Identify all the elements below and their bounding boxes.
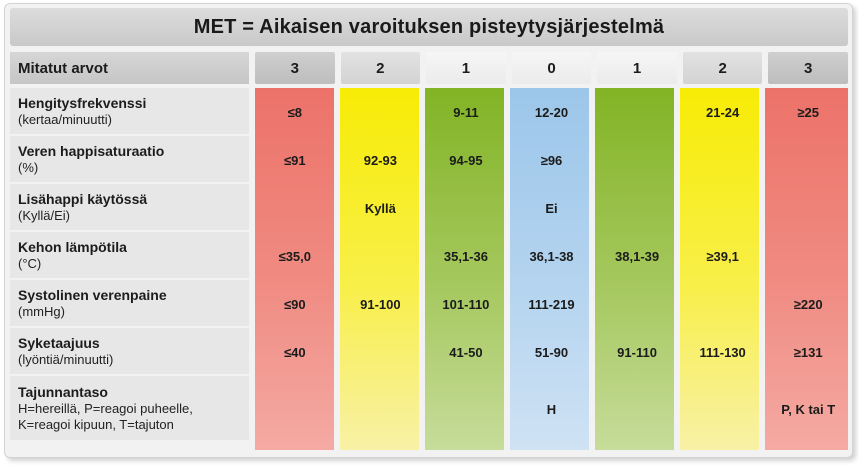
table-cell: ≥220 bbox=[793, 296, 823, 312]
score-2-high-column-background bbox=[680, 88, 759, 450]
header-score: 3 bbox=[255, 52, 335, 84]
table-cell: ≤35,0 bbox=[278, 248, 311, 264]
table-cell bbox=[426, 376, 506, 442]
table-cell bbox=[597, 376, 677, 442]
table-cell: 94-95 bbox=[449, 152, 483, 168]
table-cell: 92-93 bbox=[363, 152, 397, 168]
row-unit-continued: K=reagoi kipuun, T=tajuton bbox=[18, 416, 174, 432]
table-cell bbox=[341, 328, 421, 376]
table-cell bbox=[597, 280, 677, 328]
table-cell: 12-20 bbox=[534, 104, 569, 120]
row-unit: (mmHg) bbox=[18, 303, 65, 319]
table-cell: Ei bbox=[545, 200, 558, 216]
table-cell bbox=[341, 88, 421, 136]
table-cell: 21-24 bbox=[706, 104, 740, 120]
row-label-body-temperature: Kehon lämpötila (°C) bbox=[10, 232, 249, 280]
score-3-low-column-background bbox=[255, 88, 334, 450]
table-cell bbox=[768, 184, 848, 232]
table-cell: ≤90 bbox=[283, 296, 306, 312]
row-label-heart-rate: Syketaajuus (lyöntiä/minuutti) bbox=[10, 328, 249, 376]
table-cell: ≤40 bbox=[283, 344, 306, 360]
row-unit: (%) bbox=[18, 159, 39, 175]
table-cell: 9-11 bbox=[453, 104, 479, 120]
table-cell bbox=[597, 88, 677, 136]
table-cell bbox=[597, 136, 677, 184]
table-cell: ≤91 bbox=[283, 152, 306, 168]
table-cell bbox=[426, 184, 506, 232]
header-score: 3 bbox=[768, 52, 848, 84]
table-cell: 36,1-38 bbox=[529, 248, 574, 264]
table-cell: 91-100 bbox=[360, 296, 401, 312]
header-score: 1 bbox=[426, 52, 506, 84]
header-label: Mitatut arvot bbox=[10, 52, 249, 84]
table-cell: P, K tai T bbox=[781, 401, 836, 417]
table-cell: 51-90 bbox=[534, 344, 569, 360]
header-score: 2 bbox=[682, 52, 763, 84]
table-cell bbox=[768, 136, 848, 184]
table-cell bbox=[768, 232, 848, 280]
row-name: Syketaajuus bbox=[18, 334, 100, 351]
table-title: MET = Aikaisen varoituksen pisteytysjärj… bbox=[10, 8, 848, 46]
table-cell: Kyllä bbox=[364, 200, 396, 216]
row-unit: (lyöntiä/minuutti) bbox=[18, 351, 114, 367]
row-unit: (kertaa/minuutti) bbox=[18, 111, 112, 127]
table-cell: 91-110 bbox=[617, 344, 657, 360]
table-cell: ≥131 bbox=[793, 344, 823, 360]
table-cell: H bbox=[546, 401, 557, 417]
row-name: Kehon lämpötila bbox=[18, 238, 127, 255]
row-name: Veren happisaturaatio bbox=[18, 142, 165, 159]
row-name: Lisähappi käytössä bbox=[18, 190, 148, 207]
row-label-systolic-blood-pressure: Systolinen verenpaine (mmHg) bbox=[10, 280, 249, 328]
table-cell: ≥25 bbox=[797, 104, 819, 120]
row-unit: (°C) bbox=[18, 255, 42, 271]
table-cell bbox=[683, 280, 763, 328]
row-unit: (Kyllä/Ei) bbox=[18, 207, 71, 223]
table-cell: 111-219 bbox=[528, 296, 575, 312]
table-cell bbox=[683, 376, 763, 442]
row-label-consciousness-level: Tajunnantaso H=hereillä, P=reagoi puheel… bbox=[10, 376, 249, 442]
table-cell bbox=[341, 376, 421, 442]
table-cell bbox=[597, 184, 677, 232]
table-cell: 35,1-36 bbox=[443, 248, 488, 264]
score-0-column-background bbox=[510, 88, 589, 450]
table-cell bbox=[683, 184, 763, 232]
row-unit: H=hereillä, P=reagoi puheelle, bbox=[18, 400, 193, 416]
table-cell bbox=[341, 232, 421, 280]
row-name: Systolinen verenpaine bbox=[18, 286, 167, 303]
table-cell: 38,1-39 bbox=[615, 248, 660, 264]
row-name: Tajunnantaso bbox=[18, 383, 108, 400]
met-table: Mitatut arvot 3 2 1 0 1 2 3 Hengitysfrek… bbox=[10, 52, 848, 442]
header-score: 2 bbox=[340, 52, 421, 84]
score-1-low-column-background bbox=[425, 88, 504, 450]
row-name: Hengitysfrekvenssi bbox=[18, 94, 147, 111]
table-cell bbox=[255, 376, 335, 442]
table-cell: ≤8 bbox=[287, 104, 302, 120]
table-cell: 111-130 bbox=[699, 344, 746, 360]
row-label-supplemental-oxygen: Lisähappi käytössä (Kyllä/Ei) bbox=[10, 184, 249, 232]
table-cell: ≥39,1 bbox=[706, 248, 739, 264]
score-3-high-column-background bbox=[765, 88, 848, 450]
row-label-oxygen-saturation: Veren happisaturaatio (%) bbox=[10, 136, 249, 184]
table-cell bbox=[683, 136, 763, 184]
header-score: 1 bbox=[597, 52, 677, 84]
header-score: 0 bbox=[511, 52, 592, 84]
table-cell: ≥96 bbox=[540, 152, 563, 168]
score-1-high-column-background bbox=[595, 88, 674, 450]
table-cell: 41-50 bbox=[449, 344, 483, 360]
table-cell: 101-110 bbox=[442, 296, 490, 312]
table-cell bbox=[255, 184, 335, 232]
row-label-respiratory-rate: Hengitysfrekvenssi (kertaa/minuutti) bbox=[10, 88, 249, 136]
score-2-low-column-background bbox=[340, 88, 419, 450]
